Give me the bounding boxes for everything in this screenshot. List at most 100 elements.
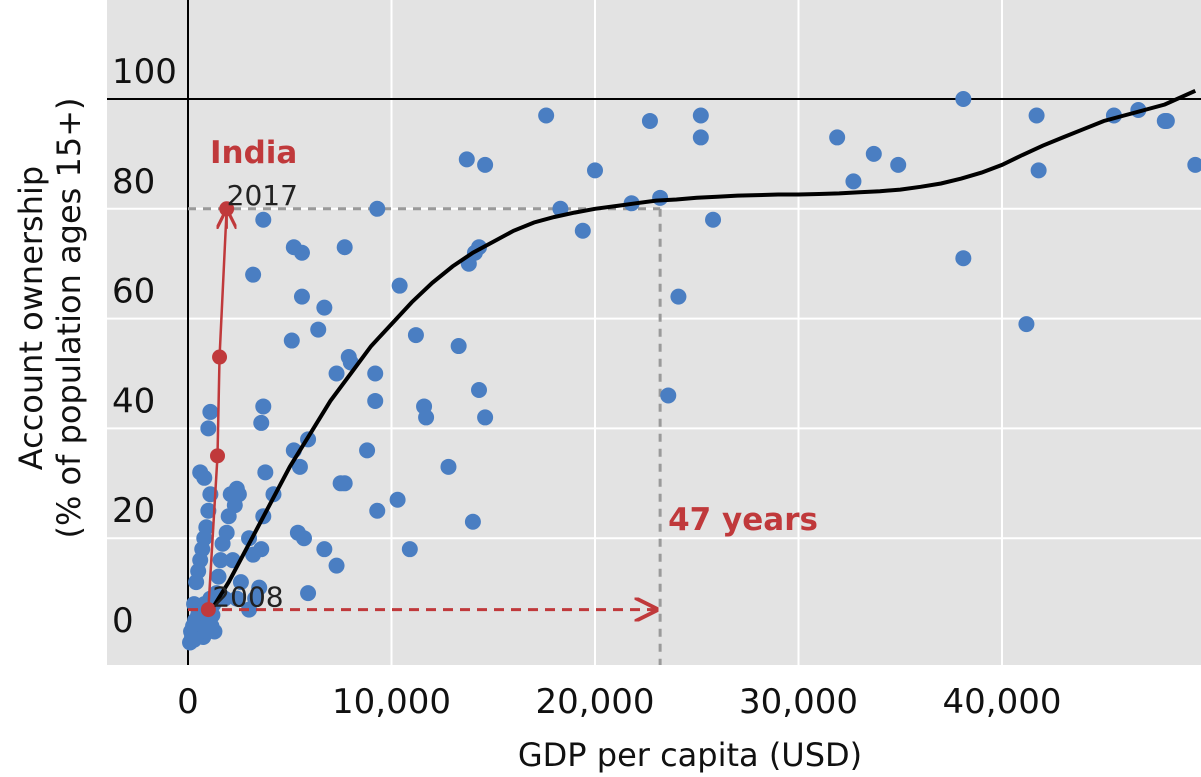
data-point [230, 486, 247, 503]
data-point [389, 491, 406, 508]
data-point [660, 387, 677, 404]
data-point [705, 211, 722, 228]
data-point [692, 129, 709, 146]
data-point [255, 398, 272, 415]
y-tick-label: 100 [112, 52, 177, 92]
data-point [293, 288, 310, 305]
y-tick-labels: 0 20 40 60 80 100 [112, 52, 177, 641]
fit-curve [206, 88, 1197, 617]
india-point-2008 [200, 602, 216, 618]
x-tick-label: 10,000 [332, 682, 451, 722]
data-point [458, 151, 475, 168]
data-point [328, 365, 345, 382]
x-axis-title: GDP per capita (USD) [518, 736, 862, 774]
data-point [829, 129, 846, 146]
data-point [200, 420, 217, 437]
data-point [202, 403, 219, 420]
data-point [692, 107, 709, 124]
data-point [255, 211, 272, 228]
data-point [670, 288, 687, 305]
data-point [538, 107, 555, 124]
data-point [418, 409, 435, 426]
data-point [316, 299, 333, 316]
data-point [574, 222, 591, 239]
data-points [182, 91, 1201, 651]
y-tick-label: 40 [112, 381, 155, 421]
grid-lines [107, 0, 1201, 665]
data-point [369, 200, 386, 217]
data-point [367, 365, 384, 382]
data-point [336, 239, 353, 256]
gap-years-label: 47 years [668, 502, 818, 538]
data-point [1158, 112, 1175, 129]
y-tick-label: 0 [112, 601, 134, 641]
data-point [310, 321, 327, 338]
india-point-2017 [219, 201, 235, 217]
data-point [471, 381, 488, 398]
data-point [587, 162, 603, 179]
data-point [464, 513, 481, 530]
year-label-2017: 2017 [227, 179, 298, 212]
data-point [865, 145, 882, 162]
y-tick-label: 20 [112, 491, 155, 531]
india-point-2011 [210, 448, 226, 464]
x-tick-label: 40,000 [943, 682, 1062, 722]
data-point [955, 91, 972, 107]
data-point [955, 250, 972, 267]
y-tick-label: 80 [112, 162, 155, 202]
data-point [316, 541, 333, 558]
data-point [369, 502, 386, 519]
year-label-2008: 2008 [212, 581, 283, 614]
data-point [232, 574, 249, 591]
data-point [450, 338, 467, 355]
data-point [1187, 156, 1201, 173]
india-path: 2017 2008 India 47 years [188, 135, 818, 617]
data-point [228, 590, 245, 607]
data-point [845, 173, 862, 190]
data-point [652, 189, 669, 206]
data-point [336, 475, 353, 492]
data-point [245, 266, 262, 283]
data-point [391, 277, 408, 294]
data-point [253, 541, 270, 558]
data-point [257, 464, 274, 481]
data-point [477, 156, 494, 173]
data-point [641, 112, 658, 129]
india-point-2014 [212, 349, 228, 365]
data-point [212, 552, 229, 569]
data-point [1028, 107, 1045, 124]
data-point [440, 458, 457, 475]
x-tick-label: 30,000 [739, 682, 858, 722]
data-point [241, 601, 258, 618]
data-point [198, 519, 215, 536]
x-tick-labels: 0 10,000 20,000 30,000 40,000 [177, 682, 1061, 722]
y-axis-title-line1: Account ownership [12, 166, 50, 470]
data-point [359, 442, 376, 459]
data-point [196, 469, 213, 486]
india-trajectory-line [207, 208, 228, 610]
data-point [1018, 316, 1035, 333]
reference-lines [107, 98, 1201, 665]
y-axis-title-line2: (% of population ages 15+) [50, 98, 88, 539]
data-point [200, 502, 217, 519]
data-point [1030, 162, 1047, 179]
data-point [253, 414, 270, 431]
data-point [407, 327, 424, 344]
data-point [295, 530, 312, 547]
data-point [218, 524, 235, 541]
data-point [401, 541, 418, 558]
x-tick-label: 0 [177, 682, 199, 722]
data-point [367, 392, 384, 409]
data-point [293, 244, 310, 261]
data-point [477, 409, 494, 426]
data-point [328, 557, 345, 574]
data-point [206, 623, 223, 640]
plot-background [107, 0, 1201, 665]
india-label: India [210, 135, 297, 171]
data-point [890, 156, 907, 173]
data-point [210, 568, 227, 585]
x-tick-label: 20,000 [536, 682, 655, 722]
data-point [300, 585, 317, 602]
y-tick-label: 60 [112, 272, 155, 312]
